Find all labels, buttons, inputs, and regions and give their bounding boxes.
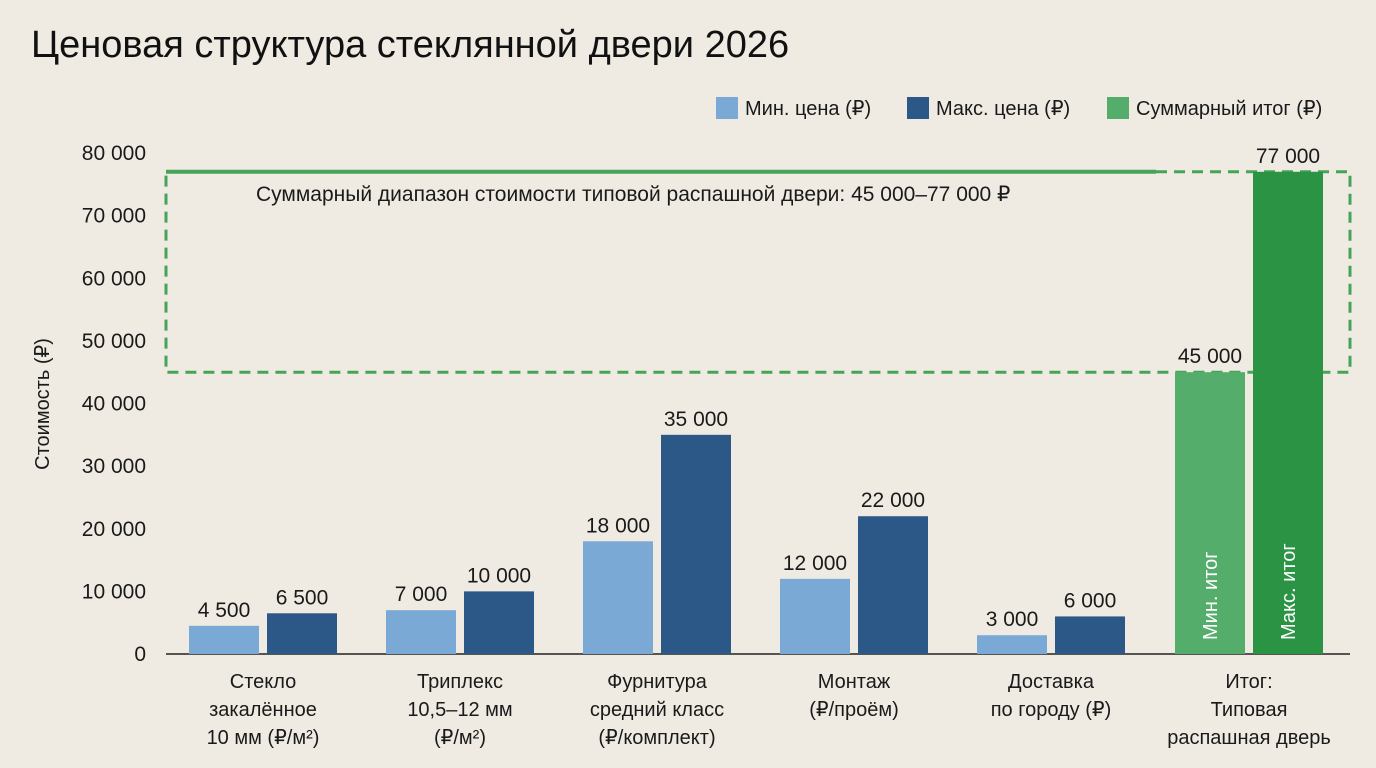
bar-min [780, 578, 850, 654]
value-label: 45 000 [1178, 345, 1242, 368]
chart-title: Ценовая структура стеклянной двери 2026 [31, 24, 790, 66]
category-label: средний класс [590, 699, 724, 721]
bar-min [386, 610, 456, 654]
value-label: 3 000 [986, 608, 1039, 631]
value-label: 35 000 [664, 408, 728, 431]
bar-max [858, 516, 928, 654]
category-label: (₽/комплект) [598, 727, 715, 749]
category-label: Фурнитура [607, 671, 708, 693]
category-label: распашная дверь [1167, 727, 1331, 749]
category-label: 10 мм (₽/м²) [207, 727, 320, 749]
total-inbar-label: Мин. итог [1200, 551, 1222, 640]
value-label: 22 000 [861, 489, 925, 512]
total-inbar-label: Макс. итог [1278, 543, 1300, 640]
category-label: Итог: [1225, 671, 1272, 693]
bar-max [267, 613, 337, 654]
range-annotation: Суммарный диапазон стоимости типовой рас… [256, 183, 1010, 206]
legend-entry: Макс. цена (₽) [936, 98, 1070, 120]
category-label: Триплекс [417, 671, 503, 693]
y-tick-label: 80 000 [82, 142, 146, 165]
legend-entry: Мин. цена (₽) [745, 98, 871, 120]
bar-max [661, 434, 731, 654]
y-tick-label: 60 000 [82, 267, 146, 290]
category-label: Монтаж [818, 671, 891, 693]
legend-entry: Суммарный итог (₽) [1136, 98, 1322, 120]
category-label: Доставка [1008, 671, 1095, 693]
legend-swatch [1107, 97, 1129, 119]
total-bar-min [1175, 372, 1245, 654]
value-label: 10 000 [467, 564, 531, 587]
y-tick-label: 50 000 [82, 330, 146, 353]
total-bar-max [1253, 171, 1323, 654]
category-label: закалённое [209, 699, 317, 721]
category-label: Стекло [230, 671, 297, 693]
y-tick-label: 30 000 [82, 455, 146, 478]
bar-min [977, 635, 1047, 654]
value-label: 4 500 [198, 599, 251, 622]
y-tick-label: 0 [134, 643, 146, 666]
legend-swatch [716, 97, 738, 119]
y-tick-label: 20 000 [82, 518, 146, 541]
category-label: 10,5–12 мм [407, 699, 512, 721]
y-tick-label: 70 000 [82, 205, 146, 228]
category-label: Типовая [1211, 699, 1288, 721]
value-label: 77 000 [1256, 145, 1320, 168]
bar-max [1055, 616, 1125, 654]
y-tick-label: 10 000 [82, 580, 146, 603]
range-box [164, 170, 1352, 374]
value-label: 12 000 [783, 552, 847, 575]
value-label: 7 000 [395, 583, 448, 606]
y-tick-label: 40 000 [82, 393, 146, 416]
value-label: 6 500 [276, 586, 329, 609]
bar-max [464, 591, 534, 654]
y-axis-title: Стоимость (₽) [32, 338, 54, 470]
value-label: 18 000 [586, 514, 650, 537]
value-label: 6 000 [1064, 589, 1117, 612]
category-label: (₽/проём) [809, 699, 899, 721]
category-label: (₽/м²) [434, 727, 486, 749]
bar-min [583, 541, 653, 654]
category-label: по городу (₽) [991, 699, 1112, 721]
bar-min [189, 625, 259, 654]
legend-swatch [907, 97, 929, 119]
